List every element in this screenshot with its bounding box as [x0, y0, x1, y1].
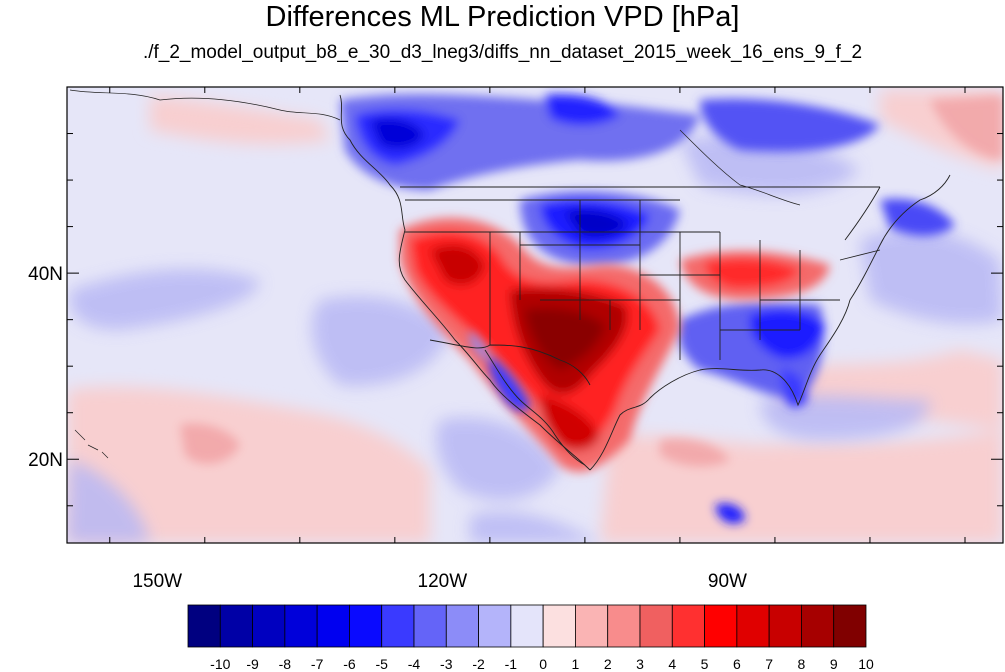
colorbar-box: [801, 604, 835, 648]
colorbar-label: 9: [830, 656, 838, 672]
colorbar-box: [413, 604, 447, 648]
lon-labels: 150W 120W 90W: [132, 571, 747, 592]
colorbar-label: 0: [539, 656, 547, 672]
colorbar-label: 2: [604, 656, 612, 672]
colorbar-label: -10: [210, 656, 230, 672]
colorbar-box: [575, 604, 609, 648]
lon-tick-label: 90W: [708, 571, 747, 592]
colorbar-box: [381, 604, 415, 648]
colorbar-label: -6: [343, 656, 356, 672]
colorbar-label: -5: [375, 656, 388, 672]
colorbar-label: 7: [765, 656, 773, 672]
map-subtitle: ./f_2_model_output_b8_e_30_d3_lneg3/diff…: [142, 42, 863, 63]
colorbar-box: [704, 604, 738, 648]
colorbar-box: [768, 604, 802, 648]
lon-tick-label: 150W: [132, 571, 182, 592]
colorbar-label: 6: [733, 656, 741, 672]
colorbar-box: [736, 604, 770, 648]
colorbar-box: [671, 604, 705, 648]
colorbar-label: -2: [472, 656, 485, 672]
lat-tick-label: 20N: [28, 450, 63, 471]
colorbar-label: 1: [572, 656, 580, 672]
colorbar-box: [833, 604, 867, 648]
colorbar-box: [187, 604, 221, 648]
colorbar-box: [316, 604, 350, 648]
colorbar-box: [219, 604, 253, 648]
colorbar-box: [542, 604, 576, 648]
colorbar-box: [478, 604, 512, 648]
colorbar-label: -8: [279, 656, 292, 672]
map-frame: [66, 86, 1004, 544]
colorbar: [187, 604, 867, 648]
map-title: Differences ML Prediction VPD [hPa]: [265, 1, 740, 33]
lat-labels: 40N 20N: [28, 264, 63, 471]
colorbar-box: [607, 604, 641, 648]
axis-ticks: [67, 87, 1003, 543]
colorbar-label: -3: [440, 656, 453, 672]
colorbar-box: [445, 604, 479, 648]
colorbar-label: 5: [701, 656, 709, 672]
colorbar-box: [284, 604, 318, 648]
colorbar-label: -4: [408, 656, 421, 672]
colorbar-labels: -10 -9 -8 -7 -6 -5 -4 -3 -2 -1 0 1 2 3 4 5 6 7 8 9 10: [210, 656, 874, 672]
colorbar-box: [639, 604, 673, 648]
colorbar-label: 10: [858, 656, 874, 672]
colorbar-box: [252, 604, 286, 648]
colorbar-label: 4: [668, 656, 676, 672]
lat-tick-label: 40N: [28, 264, 63, 285]
colorbar-label: -7: [311, 656, 324, 672]
colorbar-box: [510, 604, 544, 648]
colorbar-label: -9: [246, 656, 259, 672]
colorbar-label: -1: [505, 656, 518, 672]
colorbar-label: 8: [798, 656, 806, 672]
colorbar-box: [349, 604, 383, 648]
lon-tick-label: 120W: [418, 571, 468, 592]
colorbar-label: 3: [636, 656, 644, 672]
vpd-field: [67, 87, 1003, 543]
